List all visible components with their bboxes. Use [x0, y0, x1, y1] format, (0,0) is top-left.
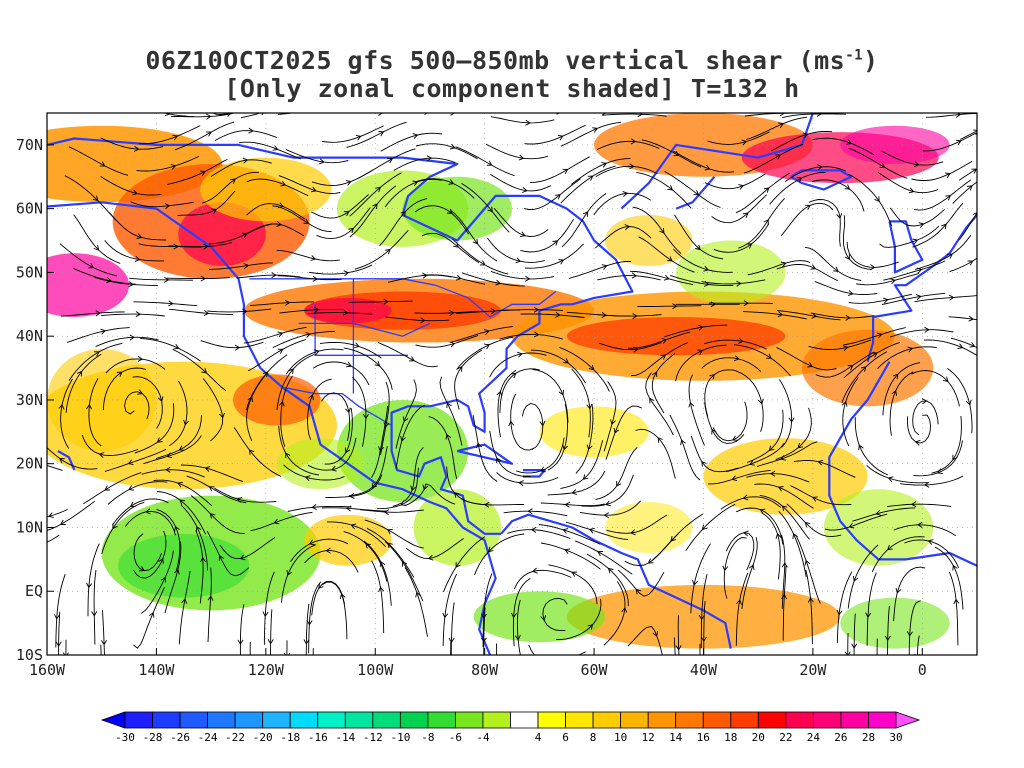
colorbar-swatch [840, 711, 869, 729]
coastlines [47, 113, 977, 655]
lat-tick-label: 10S [16, 646, 43, 664]
shear-shading [47, 113, 950, 649]
lat-tick-label: 40N [16, 327, 43, 345]
colorbar-label: 4 [535, 731, 542, 744]
lon-tick-label: 100W [357, 661, 394, 679]
lon-tick-label: 60W [581, 661, 609, 679]
lon-tick-label: 40W [690, 661, 718, 679]
axes: 160W 140W 120W 100W 80W 60W 40W 20W 0 70N 60N 50N 40… [16, 136, 927, 679]
colorbar-swatch [207, 711, 236, 729]
colorbar-swatch [647, 711, 677, 729]
map-frame-group: 160W 140W 120W 100W 80W 60W 40W 20W 0 70N 60N 50N 40… [16, 112, 978, 679]
colorbar-swatch [510, 711, 539, 729]
colorbar-label: 8 [590, 731, 597, 744]
streamlines [47, 113, 977, 655]
title-line-1: 06Z10OCT2025 gfs 500–850mb vertical shea… [0, 46, 1024, 75]
lon-tick-label: 80W [471, 661, 499, 679]
colorbar-under-arrow [100, 711, 126, 729]
lon-tick-label: 0 [918, 661, 927, 679]
colorbar-swatch [317, 711, 346, 729]
colorbar-label: 10 [614, 731, 627, 744]
colorbar-swatch [592, 711, 622, 729]
colorbar-label: -30 [115, 731, 135, 744]
colorbar-label: -16 [308, 731, 328, 744]
lon-tick-label: 160W [29, 661, 66, 679]
colorbar-label: -12 [363, 731, 383, 744]
map-border [46, 112, 978, 656]
colorbar-swatch [565, 711, 594, 729]
colorbar-swatch [262, 711, 291, 729]
title-line-1-suffix: ) [863, 46, 879, 75]
lat-tick-label: 10N [16, 518, 43, 536]
colorbar-label: -8 [421, 731, 434, 744]
lat-tick-label: 20N [16, 455, 43, 473]
colorbar-swatch [757, 711, 787, 729]
colorbar-swatch [289, 711, 319, 729]
lat-tick-label: 30N [16, 391, 43, 409]
colorbar-swatch [785, 711, 814, 729]
lat-tick-label: 60N [16, 200, 43, 218]
colorbar-label: 24 [807, 731, 821, 744]
colorbar-label: 6 [562, 731, 569, 744]
lat-tick-label: 70N [16, 136, 43, 154]
colorbar-label: -24 [198, 731, 218, 744]
colorbar-over-arrow [895, 711, 921, 729]
colorbar-swatch [675, 711, 704, 729]
colorbar-label: 30 [889, 731, 902, 744]
lon-tick-label: 20W [799, 661, 827, 679]
colorbar-swatch [234, 711, 264, 729]
title-line-2: [Only zonal component shaded] T=132 h [224, 74, 800, 103]
colorbar-label: 14 [669, 731, 683, 744]
colorbar-swatch [152, 711, 181, 729]
colorbar-swatch [537, 711, 566, 729]
colorbar-label: -10 [390, 731, 410, 744]
colorbar-label: 20 [752, 731, 765, 744]
title-exponent: -1 [845, 47, 864, 64]
colorbar-swatch [620, 711, 649, 729]
colorbar-swatch [482, 711, 511, 729]
colorbar-swatch [812, 711, 842, 729]
colorbar-label: -20 [253, 731, 273, 744]
colorbar-swatch [455, 711, 484, 729]
colorbar-label: 18 [724, 731, 737, 744]
colorbar-swatch [179, 711, 209, 729]
colorbar-label: 16 [697, 731, 710, 744]
colorbar-swatch [124, 711, 153, 729]
colorbar-label: 12 [642, 731, 655, 744]
colorbar-swatch [344, 711, 374, 729]
lat-tick-label: EQ [25, 582, 43, 600]
colorbar-label: -28 [143, 731, 163, 744]
colorbar-swatch [399, 711, 429, 729]
colorbar-label: -6 [449, 731, 462, 744]
colorbar-label: -18 [280, 731, 300, 744]
colorbar-label: 28 [862, 731, 875, 744]
colorbar-label: -14 [335, 731, 355, 744]
colorbar-label: -4 [476, 731, 490, 744]
colorbar-swatch [868, 711, 897, 729]
title-line-1-text: 06Z10OCT2025 gfs 500–850mb vertical shea… [145, 46, 846, 75]
colorbar-label: 26 [834, 731, 847, 744]
colorbar-swatch [427, 711, 456, 729]
colorbar-label: 22 [779, 731, 792, 744]
lon-tick-label: 140W [138, 661, 175, 679]
colorbar: -30 -28 -26 -24 -22 -20 -18 -16 -14 -12 -10 -8 -6 -4 4… [100, 711, 921, 744]
colorbar-swatch [702, 711, 732, 729]
lon-tick-label: 120W [248, 661, 285, 679]
colorbar-label: -26 [170, 731, 190, 744]
colorbar-swatch [372, 711, 401, 729]
colorbar-swatch [730, 711, 759, 729]
lat-tick-label: 50N [16, 263, 43, 281]
colorbar-label: -22 [225, 731, 245, 744]
